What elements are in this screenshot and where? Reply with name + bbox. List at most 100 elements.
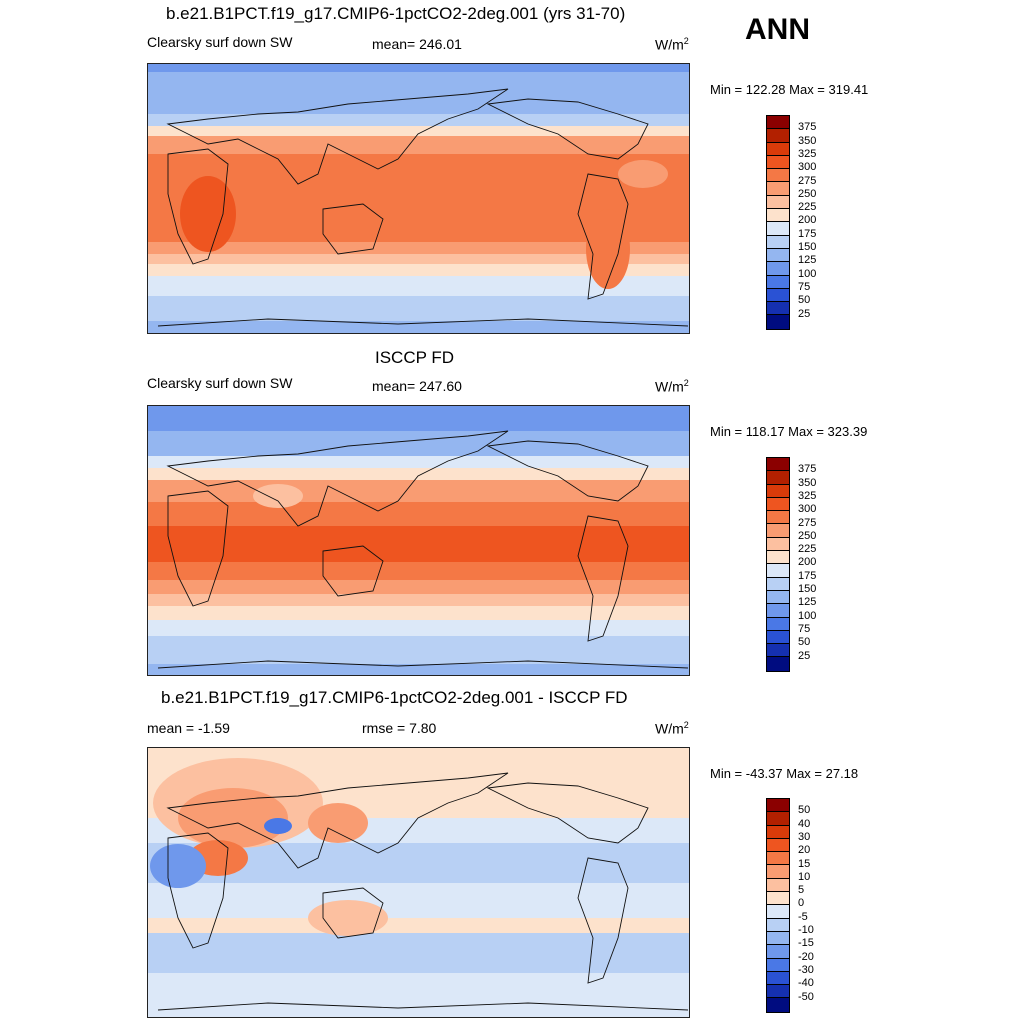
p1-band [148,321,689,333]
colorbar-tick-label: 50 [798,804,811,817]
panel2-colorbar [766,457,790,672]
colorbar-segment [767,604,789,618]
p2-band [148,480,689,502]
colorbar-tick-label: 0 [798,897,805,910]
colorbar-segment [767,958,789,972]
p1-mexico [618,160,668,188]
colorbar-tick-label: 30 [798,830,811,843]
panel1-map [147,63,690,334]
colorbar-tick-label: 50 [798,636,811,649]
colorbar-tick-label: -20 [798,950,814,963]
panel3-rmse-label: rmse = 7.80 [362,720,437,736]
panel3-colorbar [766,798,790,1013]
p2-band [148,636,689,664]
colorbar-segment [767,985,789,999]
colorbar-segment [767,116,789,130]
p2-band [148,594,689,606]
colorbar-segment [767,945,789,959]
colorbar-segment [767,497,789,512]
p2-band [148,526,689,562]
colorbar-segment [767,315,789,329]
colorbar-tick-label: 125 [798,254,817,267]
colorbar-tick-label: 225 [798,201,817,214]
p3-china-pos [308,803,368,843]
panel3-map-field [148,748,689,1017]
colorbar-tick-label: -5 [798,910,808,923]
colorbar-segment [767,825,789,839]
colorbar-segment [767,971,789,986]
colorbar-segment [767,129,789,143]
colorbar-tick-label: 350 [798,134,817,147]
colorbar-tick-label: 275 [798,174,817,187]
panel3-minmax: Min = -43.37 Max = 27.18 [710,766,859,781]
p2-band [148,431,689,456]
colorbar-tick-label: 40 [798,817,811,830]
p2-band [148,456,689,468]
colorbar-tick-label: 150 [798,583,817,595]
colorbar-segment [767,865,789,879]
panel2-mean-label: mean= 247.60 [372,378,462,394]
colorbar-segment [767,195,789,210]
panel1-units: W/m2 [655,36,689,53]
colorbar-tick-label: 100 [798,609,817,622]
colorbar-segment [767,169,789,183]
colorbar-tick-label: 10 [798,870,811,883]
panel1-mean-label: mean= 246.01 [372,36,462,52]
p1-band [148,254,689,264]
colorbar-segment [767,524,789,538]
p3-tibet-neg [264,818,292,834]
colorbar-segment [767,142,789,156]
colorbar-tick-label: -15 [798,937,814,950]
panel2-units: W/m2 [655,378,689,395]
colorbar-segment [767,918,789,932]
p1-band [148,126,689,136]
colorbar-tick-label: 250 [798,529,817,542]
colorbar-segment [767,852,789,866]
colorbar-segment [767,209,789,223]
colorbar-tick-label: 150 [798,241,817,253]
panel2-title: ISCCP FD [375,348,455,367]
colorbar-segment [767,799,789,813]
p1-coastlines [157,88,689,327]
p3-coastlines [157,772,689,1011]
panel1-title: b.e21.B1PCT.f19_g17.CMIP6-1pctCO2-2deg.0… [166,4,626,23]
p1-band [148,242,689,254]
colorbar-tick-label: 375 [798,121,817,134]
panel1-minmax: Min = 122.28 Max = 319.41 [710,82,869,97]
p1-band [148,264,689,276]
colorbar-tick-label: 325 [798,147,817,160]
colorbar-segment [767,812,789,826]
colorbar-segment [767,537,789,552]
panel2-map-field [148,406,689,675]
colorbar-segment [767,248,789,263]
colorbar-segment [767,262,789,276]
p3-west-africa-neg [150,844,206,888]
colorbar-tick-label: 375 [798,463,817,476]
p2-band [148,580,689,594]
colorbar-segment [767,302,789,316]
p2-band [148,664,689,675]
colorbar-segment [767,630,789,645]
panel1-variable-label: Clearsky surf down SW [147,34,293,50]
colorbar-tick-label: 50 [798,294,811,307]
p1-band [148,296,689,321]
colorbar-segment [767,155,789,170]
p1-band [148,276,689,296]
panel1-colorbar [766,115,790,330]
colorbar-tick-label: -50 [798,990,814,1003]
colorbar-tick-label: 25 [798,649,811,662]
colorbar-segment [767,471,789,485]
p2-coastlines [157,430,689,669]
colorbar-segment [767,182,789,196]
colorbar-tick-label: 200 [798,214,817,227]
colorbar-segment [767,288,789,303]
colorbar-segment [767,931,789,946]
colorbar-segment [767,657,789,671]
p3-band [148,973,689,1017]
colorbar-segment [767,235,789,249]
colorbar-tick-label: 275 [798,516,817,529]
colorbar-tick-label: 350 [798,476,817,489]
colorbar-segment [767,892,789,906]
colorbar-tick-label: 25 [798,307,811,320]
p1-band [148,72,689,114]
